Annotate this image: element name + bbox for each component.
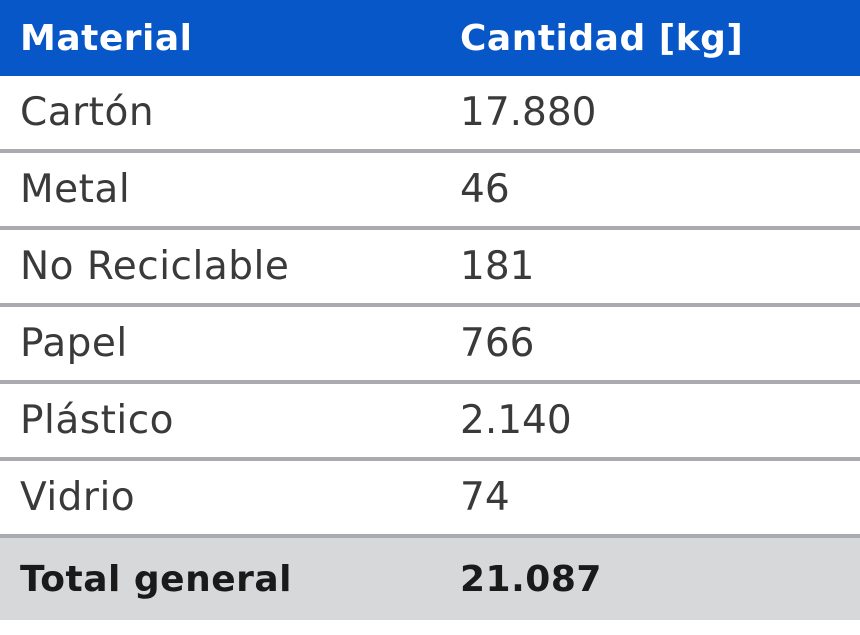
row-material: Metal <box>20 167 131 212</box>
table-row: Metal 46 <box>0 153 860 230</box>
row-material: Papel <box>20 321 128 366</box>
row-material: Plástico <box>20 398 175 443</box>
table-row: Plástico 2.140 <box>0 384 860 461</box>
total-label: Total general <box>20 558 292 600</box>
row-cantidad: 181 <box>460 244 535 289</box>
total-value: 21.087 <box>460 558 602 600</box>
table-row: No Reciclable 181 <box>0 230 860 307</box>
table-header-row: Material Cantidad [kg] <box>0 0 860 76</box>
row-cantidad: 766 <box>460 321 535 366</box>
total-row: Total general 21.087 <box>0 538 860 620</box>
header-material: Material <box>20 17 193 59</box>
row-material: Vidrio <box>20 475 136 520</box>
table-row: Cartón 17.880 <box>0 76 860 153</box>
header-cantidad: Cantidad [kg] <box>460 17 744 59</box>
row-cantidad: 17.880 <box>460 90 597 135</box>
row-material: No Reciclable <box>20 244 290 289</box>
row-cantidad: 46 <box>460 167 510 212</box>
row-cantidad: 2.140 <box>460 398 572 443</box>
row-material: Cartón <box>20 90 155 135</box>
table-row: Papel 766 <box>0 307 860 384</box>
table-row: Vidrio 74 <box>0 461 860 538</box>
row-cantidad: 74 <box>460 475 510 520</box>
